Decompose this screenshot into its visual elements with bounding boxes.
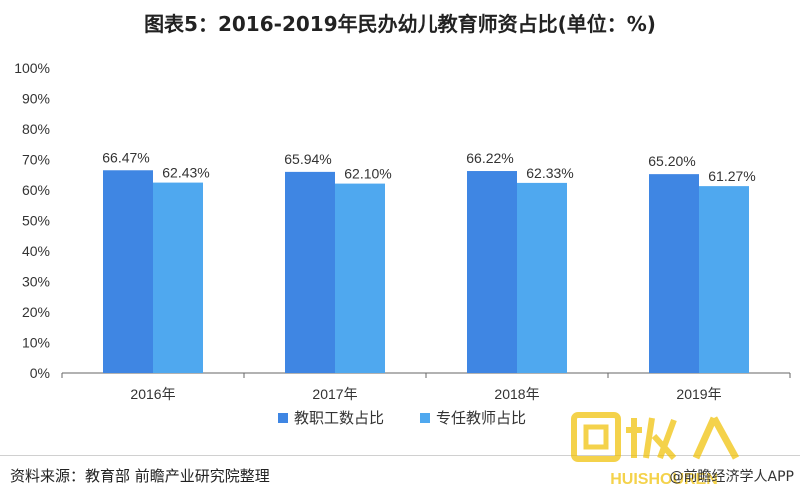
bar-staff (467, 171, 517, 373)
legend-label: 专任教师占比 (436, 410, 526, 427)
y-tick-label: 90% (22, 91, 50, 107)
x-tick-label: 2019年 (676, 386, 721, 402)
data-label: 62.33% (526, 165, 573, 181)
data-label: 65.94% (284, 151, 331, 167)
x-tick-label: 2018年 (494, 386, 539, 402)
y-tick-label: 60% (22, 182, 50, 198)
legend-swatch (278, 413, 288, 423)
footer-divider (0, 455, 800, 456)
x-tick-label: 2016年 (130, 386, 175, 402)
bar-staff (103, 170, 153, 373)
y-tick-label: 10% (22, 335, 50, 351)
data-label: 61.27% (708, 168, 755, 184)
data-label: 66.47% (102, 149, 149, 165)
data-label: 65.20% (648, 153, 695, 169)
bar-staff (649, 174, 699, 373)
svg-text:HUISHOUREN: HUISHOUREN (610, 471, 718, 488)
y-tick-label: 20% (22, 304, 50, 320)
legend-swatch (420, 413, 430, 423)
bar-teacher (335, 183, 385, 373)
bar-teacher (699, 186, 749, 373)
credit-text: @前瞻经济学人APP (669, 469, 794, 485)
chart-title: 图表5：2016-2019年民办幼儿教育师资占比(单位：%) (144, 12, 656, 36)
data-label: 62.43% (162, 165, 209, 181)
bar-staff (285, 171, 335, 373)
source-note: 资料来源：教育部 前瞻产业研究院整理 (10, 467, 270, 485)
y-tick-label: 50% (22, 213, 50, 229)
data-label: 66.22% (466, 150, 513, 166)
x-tick-label: 2017年 (312, 386, 357, 402)
bar-teacher (517, 182, 567, 373)
bar-chart: 0% 10% 20% 30% 40% 50% 60% 70% 80% 90% 100% 66.47% 6… (14, 60, 791, 427)
data-label: 62.10% (344, 166, 391, 182)
y-tick-label: 80% (22, 121, 50, 137)
y-tick-label: 40% (22, 243, 50, 259)
watermark-logo: HUISHOUREN (571, 412, 740, 488)
legend-label: 教职工数占比 (294, 410, 384, 427)
y-tick-label: 70% (22, 152, 50, 168)
chart-area: 0% 10% 20% 30% 40% 50% 60% 70% 80% 90% 100% 66.47% 6… (0, 40, 800, 452)
bar-teacher (153, 182, 203, 373)
y-tick-label: 0% (30, 365, 50, 381)
y-tick-label: 100% (14, 60, 50, 76)
y-tick-label: 30% (22, 274, 50, 290)
